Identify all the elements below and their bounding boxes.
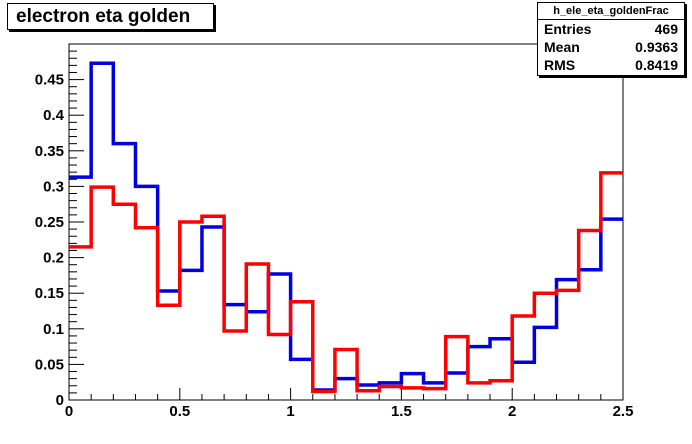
chart-title-box: electron eta golden xyxy=(7,3,214,30)
stats-histogram-name: h_ele_eta_goldenFrac xyxy=(538,3,684,20)
x-tick-label: 0.5 xyxy=(169,403,190,420)
stats-row-rms: RMS 0.8419 xyxy=(538,56,684,74)
y-tick-label: 0.2 xyxy=(43,250,64,267)
stats-row-mean: Mean 0.9363 xyxy=(538,38,684,56)
plot-frame xyxy=(68,43,624,401)
chart-title: electron eta golden xyxy=(16,6,191,27)
y-tick-label: 0.45 xyxy=(35,72,64,89)
stats-value-entries: 469 xyxy=(654,21,678,37)
stats-value-mean: 0.9363 xyxy=(635,39,678,55)
y-tick-label: 0 xyxy=(56,392,64,409)
y-tick-label: 0.1 xyxy=(43,321,64,338)
histogram-series-2 xyxy=(69,171,623,394)
y-tick-label: 0.35 xyxy=(35,143,64,160)
x-tick-label: 2.5 xyxy=(613,403,634,420)
y-tick-label: 0.05 xyxy=(35,356,64,373)
stats-label-entries: Entries xyxy=(544,21,592,37)
x-tick-label: 1 xyxy=(286,403,294,420)
y-tick-label: 0.4 xyxy=(43,107,65,124)
x-tick-label: 0 xyxy=(65,403,73,420)
y-tick-label: 0.25 xyxy=(35,214,64,231)
stats-label-mean: Mean xyxy=(544,39,580,55)
stats-box: h_ele_eta_goldenFrac Entries 469 Mean 0.… xyxy=(537,2,685,76)
stats-row-entries: Entries 469 xyxy=(538,20,684,38)
x-tick-label: 2 xyxy=(508,403,516,420)
y-tick-label: 0.3 xyxy=(43,178,64,195)
histogram-series-1 xyxy=(69,61,623,392)
x-tick-label: 1.5 xyxy=(391,403,412,420)
stats-value-rms: 0.8419 xyxy=(635,57,678,73)
stats-label-rms: RMS xyxy=(544,57,576,73)
y-tick-label: 0.15 xyxy=(35,285,64,302)
